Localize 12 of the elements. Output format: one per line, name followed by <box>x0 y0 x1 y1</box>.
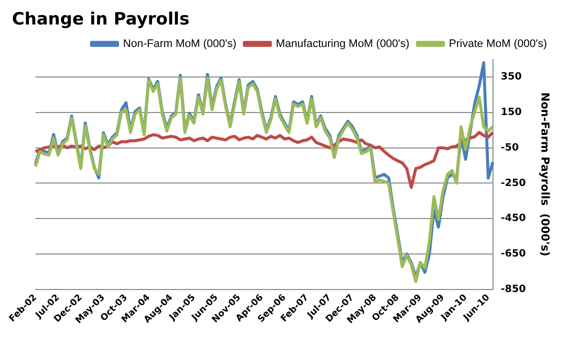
chart-title: Change in Payrolls <box>12 10 190 30</box>
y-tick-label: -650 <box>500 248 526 260</box>
y-tick-label: -850 <box>500 284 526 295</box>
legend-label: Non-Farm MoM (000's) <box>123 38 236 50</box>
legend-label: Private MoM (000's) <box>448 38 548 50</box>
y-tick-label: 150 <box>500 107 522 118</box>
legend-label: Manufacturing MoM (000's) <box>276 38 410 50</box>
y-tick-label: -450 <box>500 213 526 224</box>
y-axis-title: Non-Farm Payrolls (000's) <box>538 92 552 256</box>
y-tick-label: -50 <box>500 142 519 154</box>
y-tick-label: -250 <box>500 178 526 189</box>
y-tick-label: 350 <box>500 72 522 83</box>
